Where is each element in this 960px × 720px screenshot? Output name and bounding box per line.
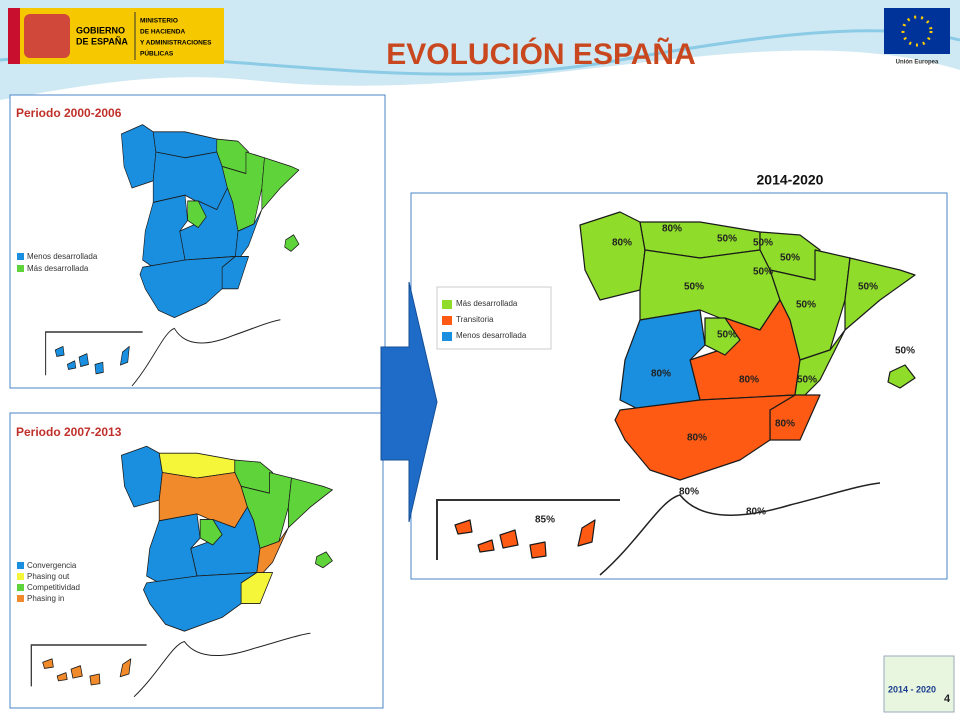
map-label: 50% — [797, 375, 817, 386]
legend-swatch — [17, 265, 24, 272]
legend-label: Menos desarrollada — [27, 252, 98, 261]
map-label: 50% — [753, 267, 773, 278]
header-swoosh — [0, 0, 960, 100]
map-label: 50% — [753, 238, 773, 249]
legend-swatch — [17, 595, 24, 602]
map-title: Periodo 2007-2013 — [16, 425, 122, 439]
map-label: 50% — [717, 330, 737, 341]
map-label: 80% — [612, 238, 632, 249]
map-title: 2014-2020 — [757, 172, 824, 188]
region — [54, 345, 130, 375]
region — [315, 551, 333, 569]
inset-frame — [30, 644, 147, 687]
map-label: 80% — [687, 433, 707, 444]
map-label: 50% — [684, 282, 704, 293]
ministry-text: PÚBLICAS — [140, 49, 174, 58]
eu-label: Unión Europea — [896, 60, 939, 66]
inset-frame — [45, 331, 143, 376]
map-label: 50% — [895, 346, 915, 357]
legend-label: Más desarrollada — [27, 264, 89, 273]
legend-label: Phasing in — [27, 594, 64, 603]
map-label: 80% — [775, 419, 795, 430]
region — [261, 157, 300, 211]
inset-frame — [436, 499, 620, 560]
map — [30, 445, 333, 698]
legend-box — [436, 286, 552, 350]
legend-swatch — [442, 316, 452, 325]
legend-swatch — [442, 332, 452, 341]
map-label: 80% — [662, 224, 682, 235]
map-label: 50% — [780, 253, 800, 264]
legend-swatch — [17, 584, 24, 591]
gov-text: GOBIERNO — [76, 25, 125, 35]
legend-label: Phasing out — [27, 572, 70, 581]
region — [42, 658, 132, 686]
region — [704, 317, 741, 356]
region — [887, 364, 916, 389]
map-label: 80% — [679, 487, 699, 498]
legend-label: Más desarrollada — [456, 299, 518, 308]
footer-logo-text: 2014 - 2020 — [888, 684, 936, 694]
map-title: Periodo 2000-2006 — [16, 106, 122, 120]
legend-swatch — [442, 300, 452, 309]
map — [45, 124, 300, 387]
region — [143, 572, 258, 632]
region — [199, 519, 223, 546]
region — [614, 394, 796, 481]
legend-swatch — [17, 573, 24, 580]
ministry-text: MINISTERIO — [140, 18, 178, 25]
map-label: 80% — [739, 375, 759, 386]
legend-swatch — [17, 562, 24, 569]
eu-stars — [901, 15, 933, 47]
page-number: 4 — [944, 693, 951, 705]
footer-logo — [883, 655, 955, 713]
eu-flag — [884, 8, 950, 54]
coastline-africa — [131, 319, 281, 387]
region — [454, 519, 596, 559]
slide-title: EVOLUCIÓN ESPAÑA — [386, 37, 695, 71]
map-label: 80% — [746, 507, 766, 518]
ministry-text: Y ADMINISTRACIONES — [140, 40, 212, 47]
map-label: 50% — [796, 300, 816, 311]
region — [844, 257, 916, 331]
map-label: 85% — [535, 515, 555, 526]
gov-text: DE ESPAÑA — [76, 36, 128, 46]
map — [436, 211, 916, 576]
legend-label: Menos desarrollada — [456, 331, 527, 340]
region — [287, 477, 333, 529]
legend-label: Transitoria — [456, 315, 494, 324]
gov-emblem — [24, 14, 70, 58]
region — [139, 255, 236, 319]
arrow — [380, 281, 438, 523]
region — [284, 234, 300, 252]
map-label: 50% — [858, 282, 878, 293]
map-label: 50% — [717, 234, 737, 245]
region — [187, 200, 207, 229]
map-label: 80% — [651, 369, 671, 380]
coastline-africa — [133, 632, 311, 698]
legend-swatch — [17, 253, 24, 260]
legend-label: Convergencia — [27, 561, 77, 570]
ministry-text: DE HACIENDA — [140, 29, 185, 36]
gov-flag — [8, 8, 20, 64]
legend-label: Competitividad — [27, 583, 80, 592]
coastline-africa — [599, 482, 881, 576]
